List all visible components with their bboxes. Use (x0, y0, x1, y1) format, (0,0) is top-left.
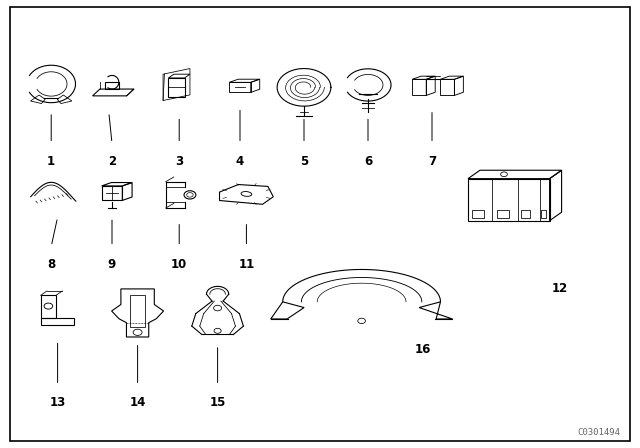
Text: 8: 8 (47, 258, 55, 271)
Text: 9: 9 (108, 258, 116, 271)
Text: 6: 6 (364, 155, 372, 168)
Text: 12: 12 (552, 282, 568, 295)
Text: 15: 15 (209, 396, 226, 409)
Text: 1: 1 (47, 155, 55, 168)
Text: 14: 14 (129, 396, 146, 409)
Text: C0301494: C0301494 (578, 428, 621, 437)
Text: 7: 7 (428, 155, 436, 168)
Text: 13: 13 (49, 396, 66, 409)
Text: 10: 10 (171, 258, 188, 271)
Text: 5: 5 (300, 155, 308, 168)
Text: 16: 16 (414, 343, 431, 356)
Text: 11: 11 (238, 258, 255, 271)
Text: 2: 2 (108, 155, 116, 168)
Text: 3: 3 (175, 155, 183, 168)
Text: 4: 4 (236, 155, 244, 168)
